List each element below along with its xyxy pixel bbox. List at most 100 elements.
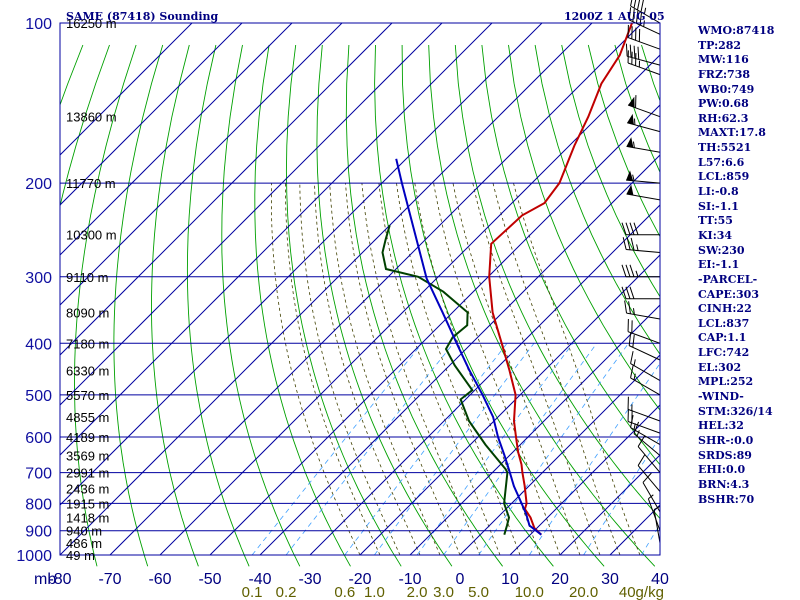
wind-barb-full bbox=[642, 472, 652, 483]
moist-adiabat bbox=[378, 183, 501, 556]
index-item: SW:230 bbox=[698, 243, 745, 257]
wind-barb-full bbox=[626, 237, 631, 251]
index-item: BSHR:70 bbox=[698, 492, 755, 506]
index-item: LCL:859 bbox=[698, 170, 750, 184]
wind-barb-full bbox=[628, 7, 632, 20]
dry-adiabat bbox=[481, 44, 660, 466]
index-item: TT:55 bbox=[698, 214, 733, 228]
index-item: PW:0.68 bbox=[698, 97, 749, 111]
index-item: CAP:1.1 bbox=[698, 331, 747, 345]
index-item: SRDS:89 bbox=[698, 448, 752, 462]
dry-adiabat bbox=[74, 44, 137, 567]
mixing-ratio-label: 0.2 bbox=[276, 584, 297, 600]
temperature-tick-label: -10 bbox=[398, 571, 421, 588]
mixing-ratio-label: 0.6 bbox=[334, 584, 355, 600]
temperature-profile bbox=[488, 23, 633, 536]
wind-barb-shaft bbox=[630, 377, 661, 396]
wind-barb-full bbox=[621, 286, 627, 299]
wind-barb-shaft bbox=[626, 179, 661, 184]
wind-barb bbox=[626, 184, 661, 201]
index-item: SI:-1.1 bbox=[698, 199, 739, 213]
wind-barb-shaft bbox=[627, 104, 661, 118]
plot-frame bbox=[59, 22, 661, 556]
isotherm bbox=[60, 23, 343, 306]
dry-adiabat bbox=[428, 44, 656, 567]
dry-adiabat bbox=[401, 44, 605, 567]
wind-barb bbox=[627, 113, 661, 133]
wind-barb-shaft bbox=[628, 19, 661, 35]
dry-adiabat bbox=[285, 44, 402, 567]
wind-barb-shaft bbox=[647, 498, 661, 531]
index-item: FRZ:738 bbox=[698, 67, 751, 81]
height-tick-label: 9110 m bbox=[66, 270, 108, 285]
height-tick-label: 6330 m bbox=[66, 364, 109, 379]
index-item: HEL:32 bbox=[698, 419, 744, 433]
isotherm bbox=[559, 454, 660, 556]
pressure-tick-label: 500 bbox=[25, 388, 52, 405]
height-tick-label: 49 m bbox=[66, 548, 95, 563]
wind-barb-half bbox=[632, 141, 635, 148]
dry-adiabat bbox=[113, 44, 164, 567]
height-tick-label: 940 m bbox=[66, 524, 102, 539]
mixing-ratio-label: 20.0 bbox=[569, 584, 598, 600]
dry-adiabat bbox=[345, 44, 503, 567]
wind-barb-half bbox=[632, 308, 635, 315]
wind-barb-full bbox=[630, 351, 634, 364]
wind-barb-full bbox=[627, 50, 629, 63]
wind-barb bbox=[625, 43, 661, 66]
wind-barb-half bbox=[635, 270, 639, 277]
wind-barb bbox=[630, 0, 661, 24]
wind-barb bbox=[633, 421, 661, 456]
moist-adiabat bbox=[452, 183, 581, 556]
wind-barb-full bbox=[630, 365, 634, 379]
index-item: EL:302 bbox=[698, 360, 742, 374]
parcel-profile bbox=[395, 158, 542, 536]
wind-barb-shaft bbox=[627, 331, 661, 344]
wind-barb-half bbox=[643, 7, 647, 15]
wind-barb-full bbox=[627, 24, 629, 38]
index-item: LFC:742 bbox=[698, 346, 750, 360]
wind-barb bbox=[627, 396, 661, 422]
wind-barb bbox=[621, 264, 660, 278]
wind-barb-half bbox=[632, 174, 635, 181]
isotherm bbox=[60, 23, 593, 556]
wind-barb-full bbox=[631, 26, 633, 39]
height-tick-label: 4189 m bbox=[66, 430, 109, 445]
wind-barb-pennant bbox=[628, 96, 635, 108]
index-item: CINH:22 bbox=[698, 302, 752, 316]
wind-barb-half bbox=[638, 60, 640, 68]
pressure-tick-label: 200 bbox=[25, 176, 52, 193]
dry-adiabat bbox=[561, 44, 660, 298]
wind-barb-shaft bbox=[627, 421, 661, 434]
wind-barb-half bbox=[633, 373, 636, 381]
wind-barb-shaft bbox=[627, 37, 661, 50]
height-tick-label: 13860 m bbox=[66, 110, 117, 125]
wind-barb-full bbox=[637, 454, 646, 466]
index-item: EHI:0.0 bbox=[698, 463, 746, 477]
wind-barb-shaft bbox=[630, 5, 661, 24]
dry-adiabat bbox=[454, 44, 660, 520]
isotherm bbox=[60, 23, 193, 156]
index-item: TH:5521 bbox=[698, 141, 752, 155]
wind-barb-half bbox=[631, 404, 633, 411]
wind-barb-shaft bbox=[630, 363, 661, 382]
wind-barb-half bbox=[643, 20, 645, 27]
wind-barb bbox=[642, 472, 661, 513]
mixing-ratio-label: 40g/kg bbox=[619, 584, 664, 600]
wind-barb-full bbox=[627, 408, 629, 422]
wind-barb-full bbox=[632, 334, 635, 348]
wind-barb bbox=[627, 319, 661, 344]
wind-barb-full bbox=[637, 435, 646, 447]
height-tick-label: 7180 m bbox=[66, 336, 109, 351]
pressure-tick-label: 400 bbox=[25, 336, 52, 353]
dry-adiabat bbox=[374, 44, 554, 567]
pressure-tick-label: 1000 bbox=[16, 548, 52, 565]
moist-adiabat bbox=[414, 183, 541, 556]
wind-barb-half bbox=[633, 359, 636, 366]
wind-barb-full bbox=[621, 264, 627, 277]
index-item: MPL:252 bbox=[698, 375, 754, 389]
wind-barb-shaft bbox=[627, 122, 661, 133]
index-item: -WIND- bbox=[698, 390, 744, 404]
